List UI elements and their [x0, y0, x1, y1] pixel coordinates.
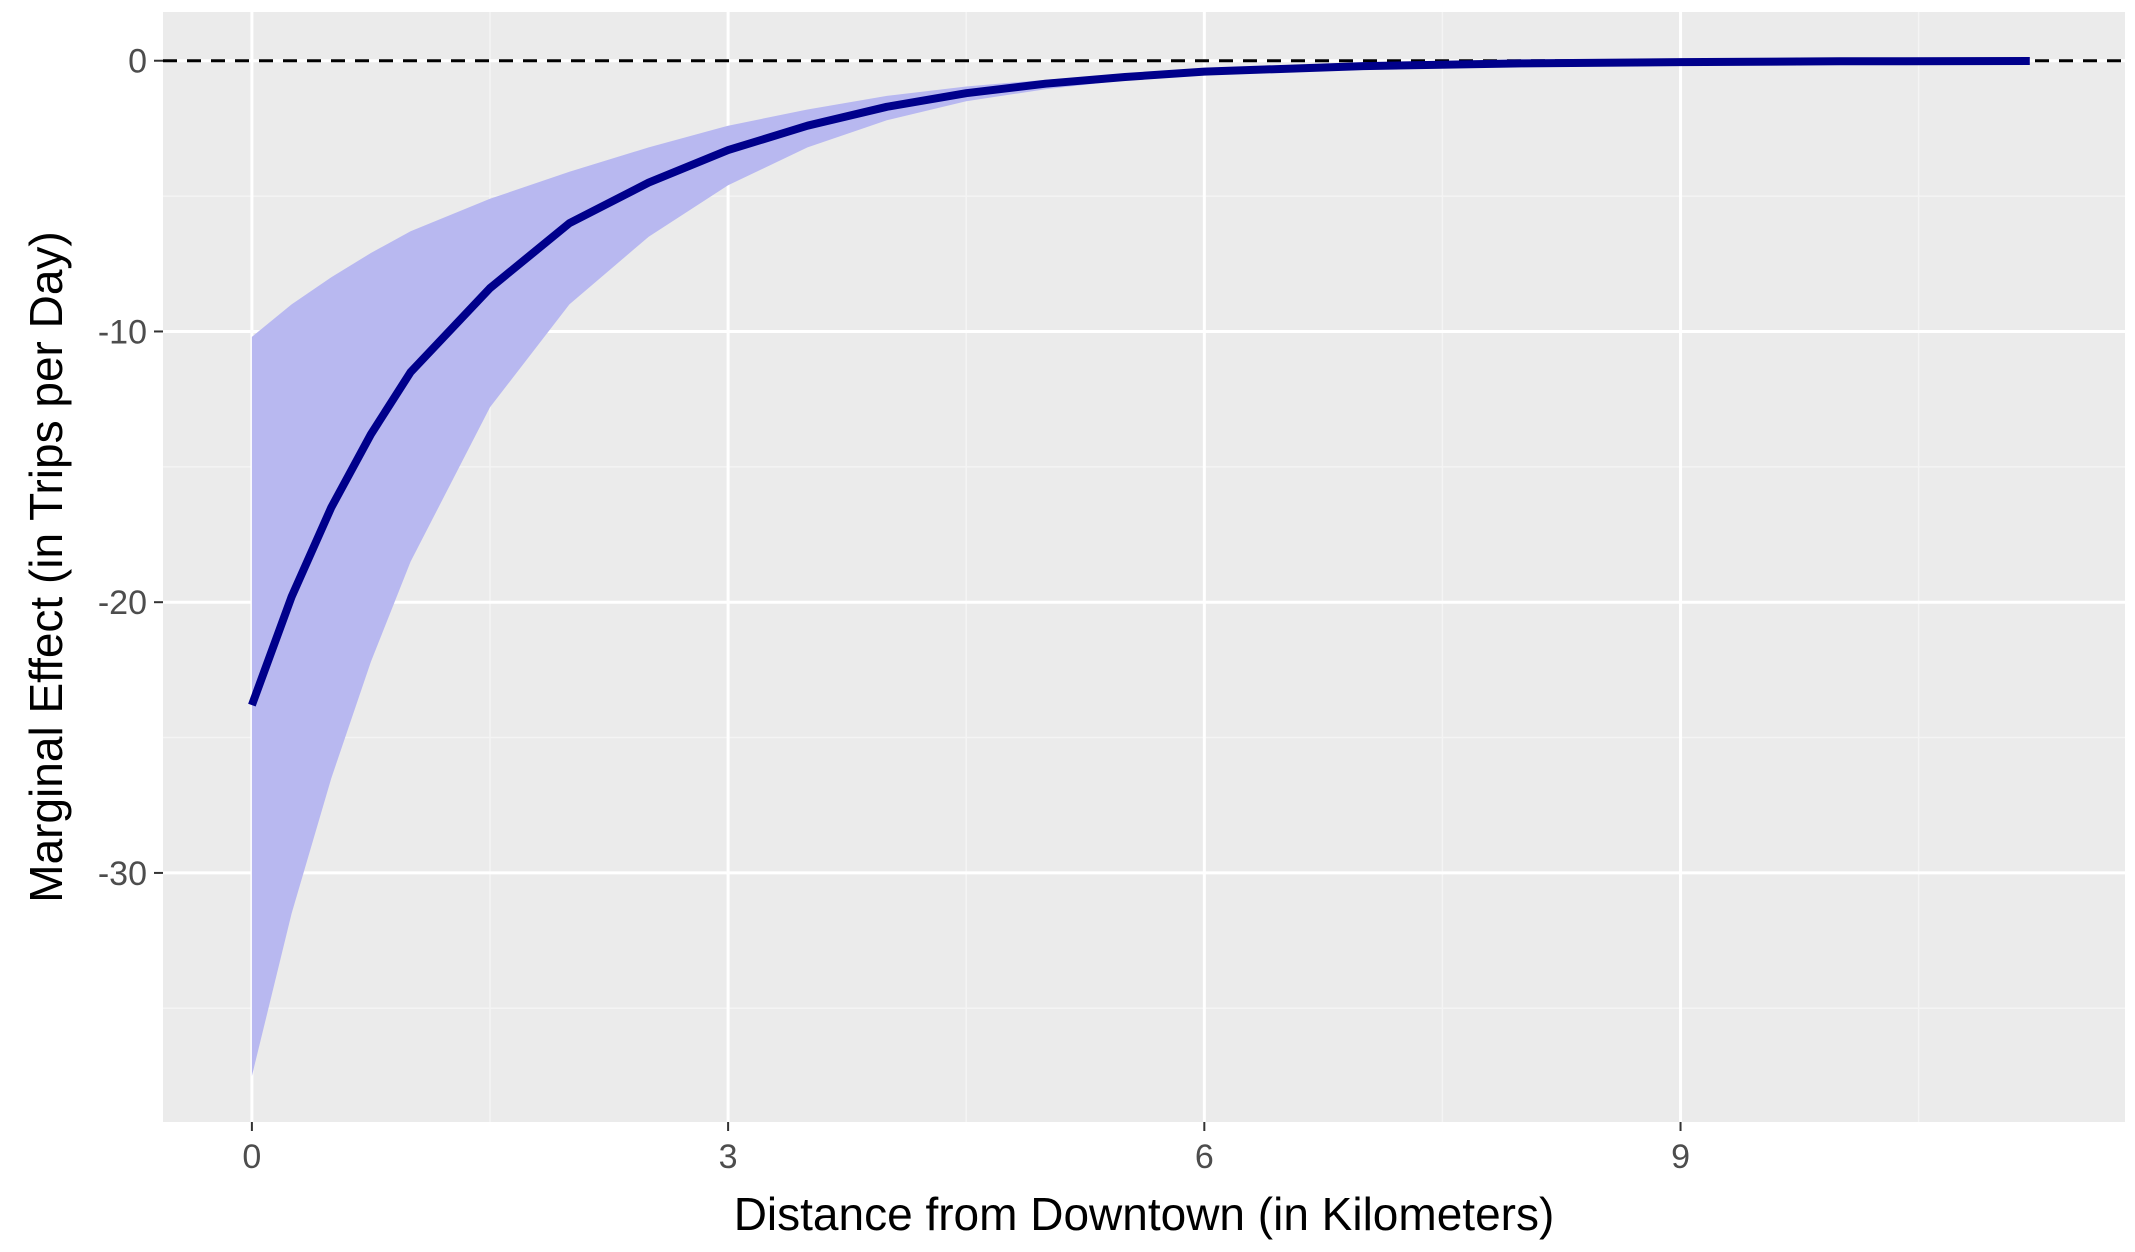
- x-tick-labels: 0 3 6 9: [242, 1138, 1690, 1176]
- y-tick-label: -10: [98, 313, 147, 351]
- axis-ticks: [154, 59, 1682, 1131]
- y-axis-title: Marginal Effect (in Trips per Day): [20, 231, 72, 903]
- x-tick-label: 9: [1671, 1138, 1690, 1176]
- y-tick-label: -20: [98, 584, 147, 622]
- y-tick-labels: 0 -10 -20 -30: [98, 43, 147, 893]
- y-tick-label: 0: [128, 43, 147, 81]
- x-axis-title: Distance from Downtown (in Kilometers): [734, 1188, 1555, 1240]
- marginal-effect-line: [248, 57, 2030, 707]
- x-tick-label: 3: [719, 1138, 738, 1176]
- grid-minor: [163, 12, 2125, 1122]
- x-tick-label: 0: [242, 1138, 261, 1176]
- y-tick-label: -30: [98, 855, 147, 893]
- plot-panel: [163, 12, 2125, 1122]
- x-tick-label: 6: [1195, 1138, 1214, 1176]
